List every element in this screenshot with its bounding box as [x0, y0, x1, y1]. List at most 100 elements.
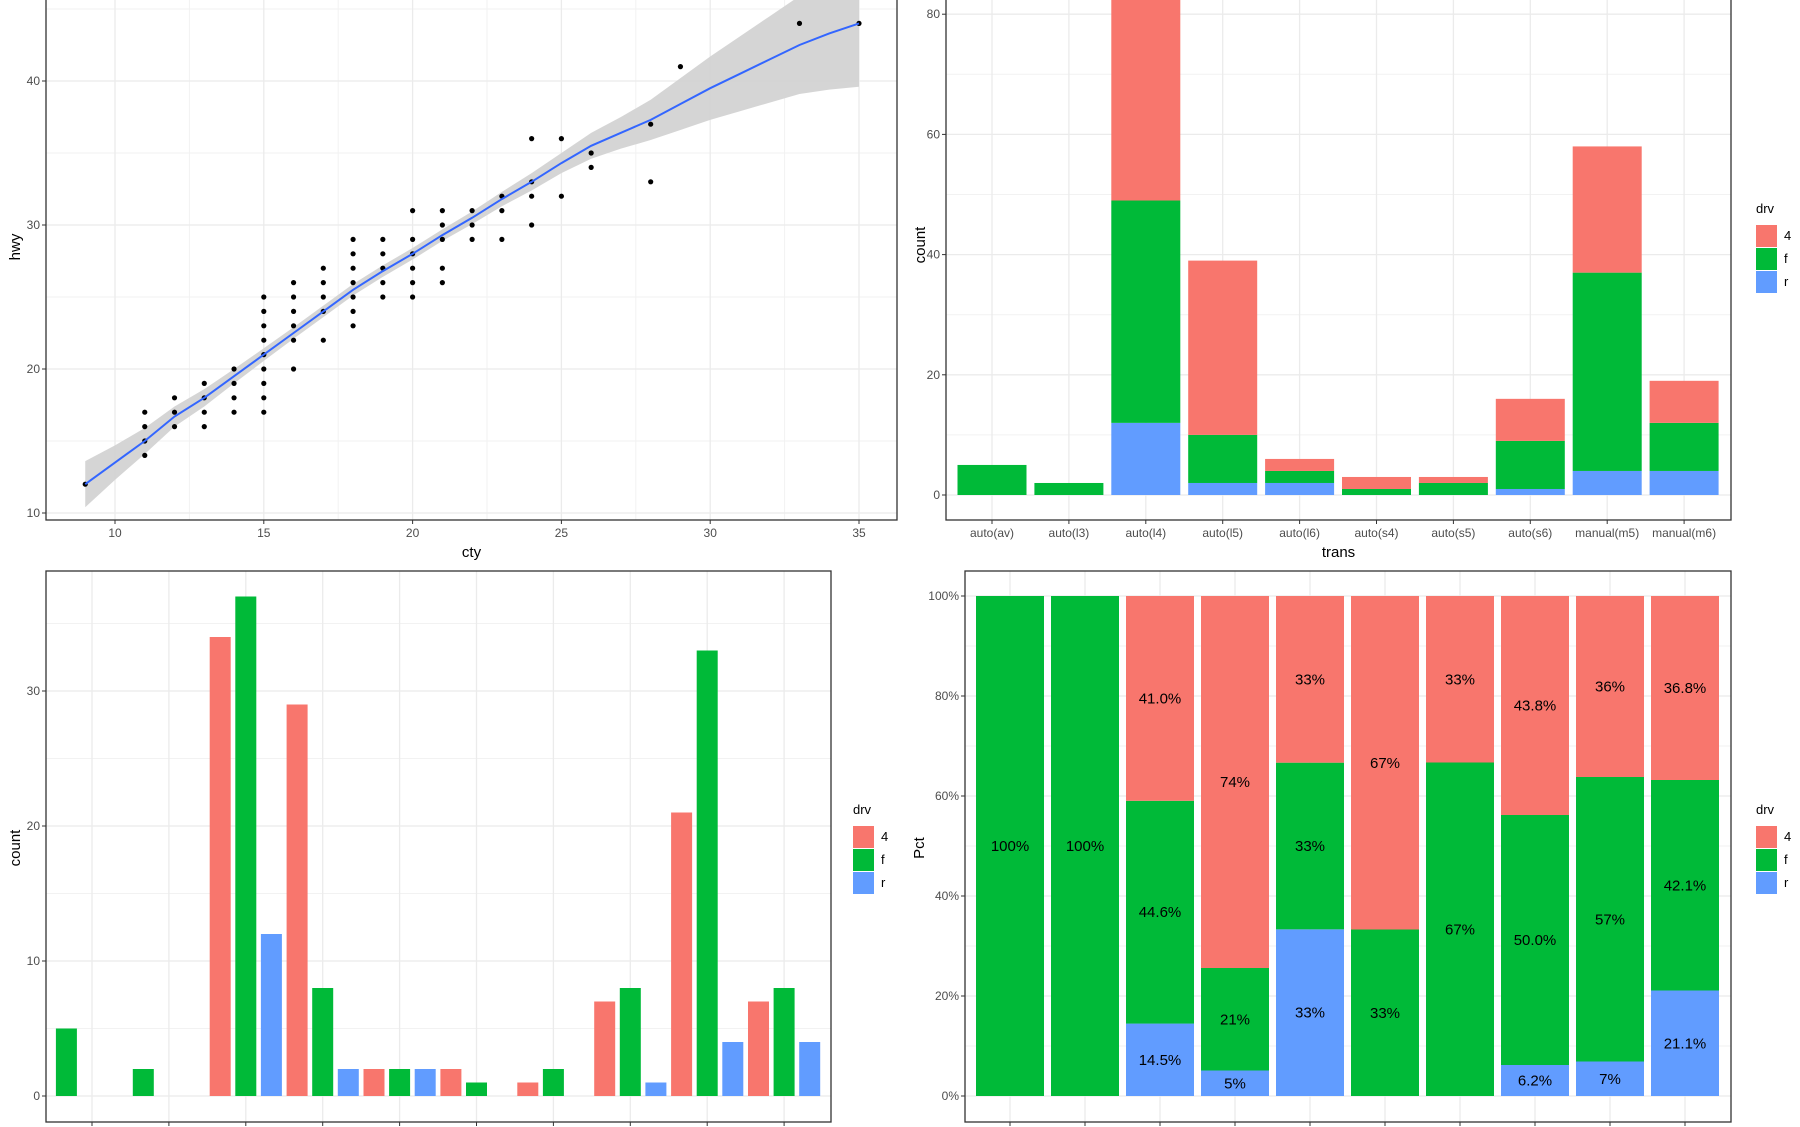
data-point — [142, 409, 148, 415]
legend-label: f — [1784, 852, 1788, 867]
bar-segment-4 — [1126, 596, 1194, 801]
data-point — [261, 366, 267, 372]
bar-f — [696, 650, 718, 1096]
bar-segment-4 — [1265, 458, 1335, 471]
data-label: 33% — [1370, 1005, 1400, 1022]
data-point — [529, 222, 535, 228]
bar-r — [799, 1042, 821, 1096]
bar-segment-f — [1276, 762, 1344, 930]
data-point — [261, 380, 267, 386]
data-point — [261, 395, 267, 401]
data-point — [290, 280, 297, 286]
y-tick-label: 40% — [935, 889, 959, 903]
bar-4 — [594, 1001, 616, 1096]
data-point — [350, 323, 356, 329]
data-point — [290, 337, 297, 343]
y-tick-label: 80% — [935, 689, 959, 703]
bar-segment-r — [1188, 482, 1258, 495]
y-axis-title: hwy — [7, 233, 24, 260]
x-tick-label: 35 — [852, 526, 866, 540]
data-point — [320, 265, 326, 271]
bar-4 — [748, 1001, 769, 1096]
data-point — [410, 280, 416, 286]
bar-f — [132, 1069, 154, 1096]
data-point — [439, 208, 445, 214]
x-tick-label: 30 — [704, 526, 718, 540]
data-point — [320, 280, 326, 286]
data-point — [499, 236, 505, 242]
bar-segment-r — [1265, 482, 1335, 495]
x-tick-label: manual(m6) — [1652, 526, 1716, 540]
bar-segment-r — [1576, 1061, 1644, 1096]
data-point — [588, 150, 594, 156]
data-label: 67% — [1445, 921, 1475, 938]
data-point — [201, 380, 207, 386]
data-point — [231, 395, 237, 401]
data-label: 33% — [1295, 838, 1325, 855]
data-point — [380, 294, 386, 300]
bar-4 — [671, 812, 693, 1096]
data-point — [290, 323, 297, 329]
data-label: 6.2% — [1518, 1073, 1552, 1090]
y-tick-label: 0 — [933, 488, 940, 502]
data-label: 33% — [1295, 1005, 1325, 1022]
bar-segment-r — [1572, 470, 1642, 495]
x-tick-label: auto(l3) — [1049, 526, 1090, 540]
bar-segment-4 — [1649, 380, 1719, 423]
y-tick-label: 60 — [927, 127, 941, 141]
data-point — [261, 409, 267, 415]
x-tick-label: auto(s6) — [1508, 526, 1552, 540]
x-axis-title: trans — [1322, 544, 1355, 561]
data-point — [350, 294, 356, 300]
legend-label: 4 — [1784, 228, 1791, 243]
data-point — [350, 265, 356, 271]
panel-border — [945, 0, 1732, 521]
bar-segment-f — [1126, 800, 1194, 1024]
bar-f — [55, 1028, 77, 1096]
data-point — [499, 208, 505, 214]
bar-segment-r — [1649, 470, 1719, 495]
y-tick-label: 20 — [927, 368, 941, 382]
bar-4 — [363, 1069, 385, 1096]
legend-label: r — [881, 875, 886, 890]
bar-segment-f — [1651, 780, 1719, 991]
data-label: 36% — [1595, 679, 1625, 696]
bar-segment-f — [1201, 968, 1269, 1071]
bar-f — [312, 988, 334, 1096]
y-axis-title: count — [912, 226, 929, 264]
data-point — [142, 452, 148, 458]
bar-segment-f — [1495, 440, 1565, 489]
bar-segment-4 — [1501, 596, 1569, 815]
data-point — [171, 409, 178, 415]
bar-segment-f — [957, 464, 1027, 495]
bar-f — [773, 988, 795, 1096]
data-label: 21.1% — [1664, 1035, 1707, 1052]
data-point — [380, 251, 386, 257]
y-tick-label: 30 — [27, 218, 41, 232]
bar-segment-r — [1111, 422, 1181, 495]
data-point — [320, 294, 326, 300]
y-tick-label: 0% — [942, 1089, 960, 1103]
data-point — [439, 222, 445, 228]
bar-segment-f — [1351, 929, 1419, 1096]
data-point — [796, 20, 803, 26]
data-label: 5% — [1224, 1075, 1246, 1092]
bar-4 — [440, 1069, 462, 1096]
data-label: 44.6% — [1139, 904, 1182, 921]
x-tick-label: manual(m5) — [1575, 526, 1639, 540]
bar-segment-4 — [1576, 596, 1644, 777]
legend-key-4 — [1756, 826, 1777, 848]
data-point — [558, 136, 565, 142]
bar-segment-4 — [1572, 146, 1642, 273]
data-point — [290, 294, 297, 300]
bar-segment-4 — [1418, 476, 1488, 483]
legend-key-r — [1756, 872, 1777, 894]
legend-label: r — [1784, 274, 1789, 289]
bar-f — [389, 1069, 411, 1096]
data-point — [350, 280, 356, 286]
y-tick-label: 100% — [928, 589, 959, 603]
bar-r — [260, 934, 282, 1096]
bar-4 — [209, 637, 231, 1096]
bar-segment-f — [976, 596, 1044, 1096]
panel-border — [45, 0, 898, 521]
